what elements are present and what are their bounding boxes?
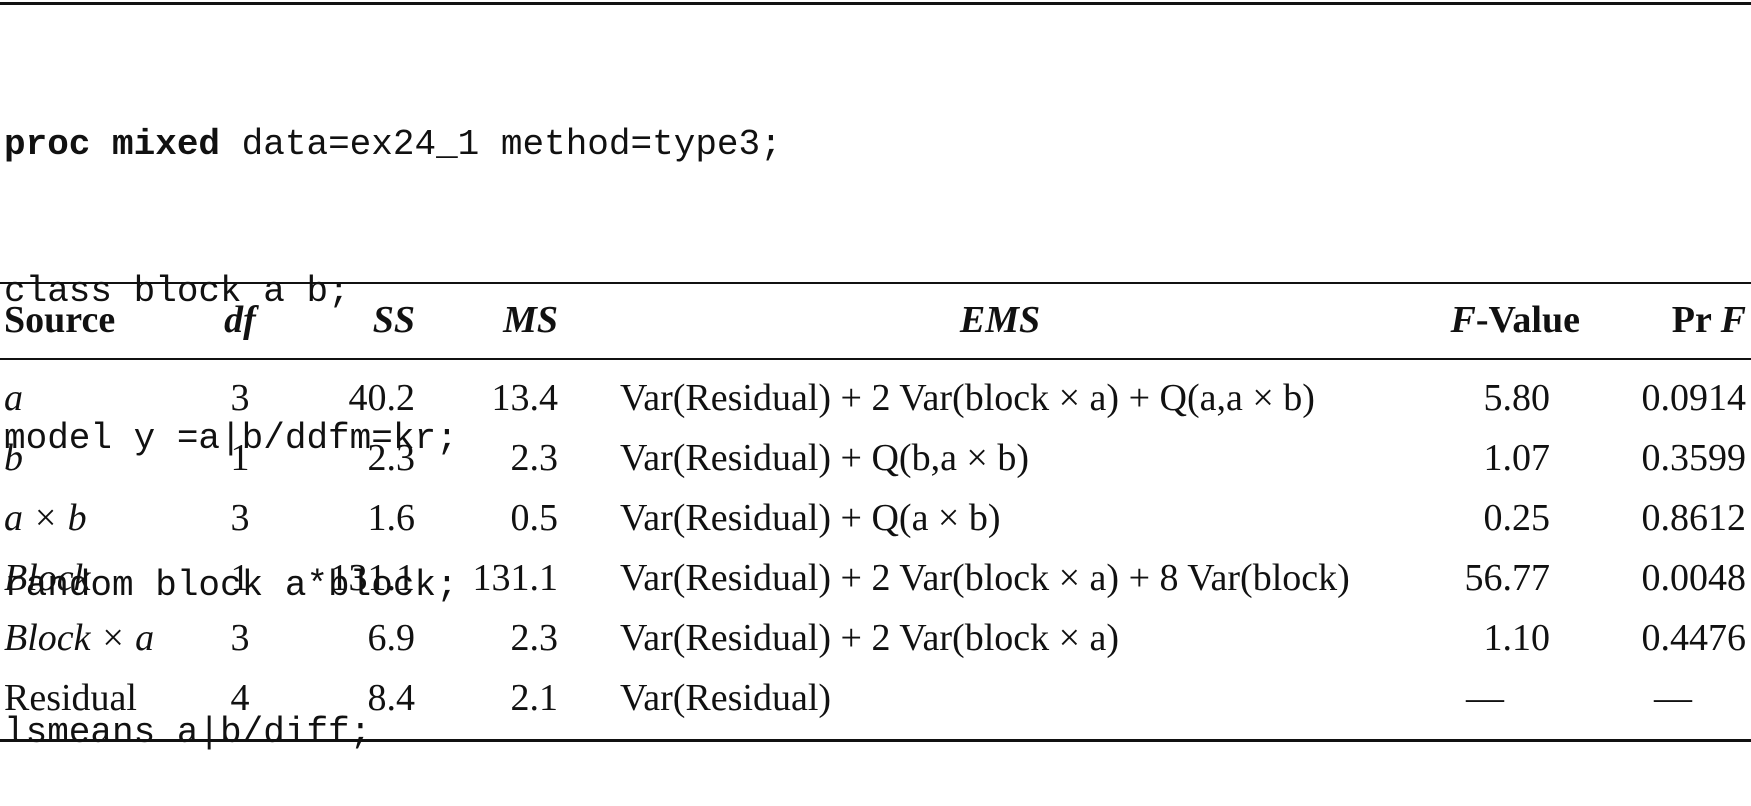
row-source: a	[4, 377, 23, 419]
row-ss: 131.1	[329, 557, 416, 599]
row-f-value: 56.77	[1464, 557, 1551, 599]
table-row: Block 1 131.1 131.1 Var(Residual) + 2 Va…	[0, 548, 1751, 608]
header-top-rule	[0, 282, 1751, 284]
row-ems: Var(Residual) + Q(a × b)	[620, 497, 1001, 539]
row-pr-f: —	[1654, 677, 1692, 719]
header-ems: EMS	[959, 299, 1041, 341]
top-rule	[0, 2, 1751, 5]
code-line-4: random block a*block;	[4, 565, 458, 606]
row-ss: 8.4	[367, 677, 416, 719]
row-ss: 2.3	[367, 437, 416, 479]
row-ems: Var(Residual) + 2 Var(block × a)	[620, 617, 1120, 659]
code-keyword: proc mixed	[4, 124, 221, 165]
row-ems: Var(Residual) + Q(b,a × b)	[620, 437, 1030, 479]
row-f-value: —	[1466, 677, 1504, 719]
row-f-value: 1.10	[1483, 617, 1551, 659]
row-ems: Var(Residual) + 2 Var(block × a) + 8 Var…	[620, 557, 1350, 599]
table-row: Residual 4 8.4 2.1 Var(Residual) — —	[0, 668, 1751, 728]
row-df: 1	[230, 557, 250, 599]
row-source: Residual	[4, 677, 137, 719]
row-ms: 13.4	[491, 377, 559, 419]
header-bottom-rule	[0, 358, 1751, 360]
table-row: Block × a 3 6.9 2.3 Var(Residual) + 2 Va…	[0, 608, 1751, 668]
table-row: b 1 2.3 2.3 Var(Residual) + Q(b,a × b) 1…	[0, 428, 1751, 488]
row-ems: Var(Residual)	[620, 677, 832, 719]
table-row: a 3 40.2 13.4 Var(Residual) + 2 Var(bloc…	[0, 368, 1751, 428]
bottom-rule	[0, 739, 1751, 742]
row-ss: 1.6	[367, 497, 416, 539]
row-ms: 2.3	[510, 617, 559, 659]
row-pr-f: 0.3599	[1641, 437, 1747, 479]
row-pr-f: 0.8612	[1641, 497, 1747, 539]
code-line-2: class block a b;	[4, 271, 350, 312]
header-source: Source	[4, 299, 116, 341]
row-ms: 2.1	[510, 677, 559, 719]
code-line-3: model y =a|b/ddfm=kr;	[4, 418, 458, 459]
table-row: a × b 3 1.6 0.5 Var(Residual) + Q(a × b)…	[0, 488, 1751, 548]
row-pr-f: 0.0914	[1641, 377, 1747, 419]
row-ss: 40.2	[348, 377, 416, 419]
header-f-value: F-Value	[1450, 299, 1580, 341]
table-header-row: Source df SS MS EMS F-Value Pr F	[0, 290, 1751, 350]
row-f-value: 0.25	[1483, 497, 1551, 539]
code-line-1-rest: data=ex24_1 method=type3;	[220, 124, 782, 165]
row-source: Block	[4, 557, 91, 599]
row-df: 3	[230, 617, 250, 659]
row-f-value: 5.80	[1483, 377, 1551, 419]
row-source: Block × a	[4, 617, 155, 659]
header-pr-f: Pr F	[1671, 299, 1746, 341]
row-source: a × b	[4, 497, 87, 539]
row-f-value: 1.07	[1483, 437, 1551, 479]
row-df: 4	[230, 677, 250, 719]
row-pr-f: 0.0048	[1641, 557, 1747, 599]
row-df: 3	[230, 377, 250, 419]
row-pr-f: 0.4476	[1641, 617, 1747, 659]
row-ms: 2.3	[510, 437, 559, 479]
code-line-1: proc mixed data=ex24_1 method=type3;	[4, 120, 782, 169]
header-ms: MS	[503, 299, 558, 341]
row-ms: 0.5	[510, 497, 559, 539]
header-df: df	[224, 299, 256, 341]
row-df: 3	[230, 497, 250, 539]
row-source: b	[4, 437, 23, 479]
header-ss: SS	[372, 299, 415, 341]
row-ems: Var(Residual) + 2 Var(block × a) + Q(a,a…	[620, 377, 1315, 419]
row-ms: 131.1	[472, 557, 559, 599]
row-df: 1	[230, 437, 250, 479]
row-ss: 6.9	[367, 617, 416, 659]
sas-code-block: proc mixed data=ex24_1 method=type3; cla…	[4, 22, 782, 806]
